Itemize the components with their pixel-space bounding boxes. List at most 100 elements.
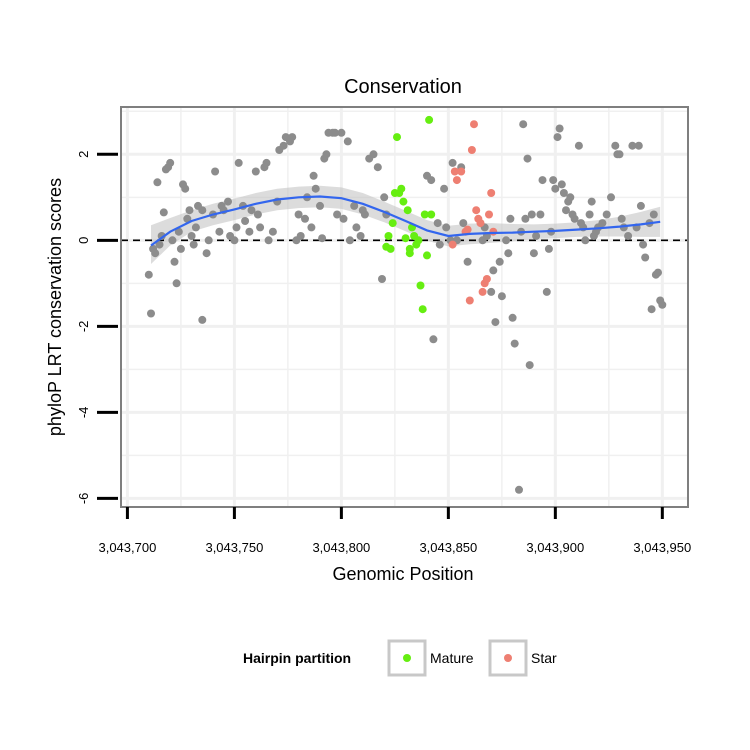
data-point-other (551, 184, 560, 193)
data-point-other (345, 236, 354, 245)
y-tick-label: -2 (76, 321, 91, 333)
data-point-other (508, 313, 517, 322)
data-point-other (527, 210, 536, 219)
legend-key-mature (403, 654, 411, 662)
data-point-other (202, 249, 211, 258)
data-point-other (607, 193, 615, 202)
data-point-other (440, 184, 449, 193)
data-points (144, 115, 667, 494)
data-point-other (183, 214, 192, 223)
data-point-other (581, 236, 590, 245)
data-point-star (448, 240, 457, 249)
data-point-other (504, 249, 513, 258)
data-point-other (570, 214, 579, 223)
data-point-mature (397, 184, 406, 193)
data-point-other (337, 128, 346, 137)
data-point-other (350, 201, 359, 210)
data-point-other (181, 184, 190, 193)
data-point-other (574, 141, 583, 150)
data-point-other (294, 210, 303, 219)
y-tick-label: -4 (76, 407, 91, 419)
data-point-other (380, 193, 389, 202)
data-point-other (251, 167, 260, 176)
data-point-other (510, 339, 519, 348)
data-point-other (429, 335, 438, 344)
x-tick-label: 3,043,850 (419, 540, 477, 555)
data-point-other (264, 236, 273, 245)
data-point-other (435, 240, 444, 249)
y-tick-label: -6 (76, 493, 91, 505)
data-point-other (515, 485, 523, 494)
data-point-other (168, 236, 177, 245)
data-point-other (549, 176, 558, 185)
data-point-other (562, 206, 570, 215)
data-point-other (245, 227, 254, 236)
data-point-mature (420, 210, 429, 219)
data-point-other (502, 236, 511, 245)
data-point-star (450, 167, 459, 176)
data-point-other (159, 208, 168, 217)
legend-entry-mature: Mature (387, 639, 474, 677)
data-point-other (615, 150, 624, 159)
data-point-mature (405, 244, 414, 253)
data-point-other (544, 244, 553, 253)
data-point-other (198, 315, 207, 324)
data-point-other (442, 223, 451, 232)
data-point-star (467, 146, 476, 154)
data-point-other (598, 219, 607, 228)
data-point-other (322, 150, 331, 159)
data-point-other (602, 210, 611, 219)
data-point-other (198, 206, 207, 215)
data-point-other (307, 223, 316, 232)
data-point-other (211, 167, 220, 176)
data-point-other (356, 232, 365, 240)
data-point-mature (427, 210, 436, 219)
data-point-other (311, 184, 320, 193)
x-tick-label: 3,043,800 (312, 540, 370, 555)
data-point-star (463, 225, 472, 234)
data-point-other (497, 292, 506, 301)
legend-title: Hairpin partition (243, 650, 351, 666)
data-point-other (536, 210, 545, 219)
data-point-star (489, 227, 498, 236)
legend: Hairpin partition Mature Star (243, 639, 557, 677)
data-point-other (185, 206, 194, 215)
data-point-star (472, 206, 481, 215)
plot-panel (120, 106, 689, 508)
data-point-other (611, 141, 620, 150)
data-point-other (176, 244, 185, 253)
data-point-other (268, 227, 277, 236)
data-point-other (230, 236, 239, 245)
data-point-mature (403, 206, 412, 215)
data-point-other (624, 232, 633, 240)
data-point-other (262, 158, 271, 167)
data-point-mature (384, 232, 393, 240)
data-point-star (482, 275, 491, 283)
data-point-other (641, 253, 650, 262)
data-point-other (331, 128, 339, 137)
plot-frame (120, 106, 689, 508)
y-axis: -6 -4 -2 0 2 (76, 151, 118, 504)
data-point-other (166, 158, 175, 167)
data-point-other (373, 163, 382, 172)
data-point-other (247, 206, 256, 215)
data-point-other (204, 236, 213, 245)
data-point-star (478, 287, 487, 296)
data-point-other (487, 287, 496, 296)
data-point-other (557, 180, 566, 189)
y-tick-label: 2 (76, 151, 91, 158)
data-point-other (433, 219, 442, 228)
data-point-other (296, 232, 305, 240)
data-point-other (360, 210, 369, 219)
data-point-star (485, 210, 493, 219)
data-point-other (634, 141, 643, 150)
smooth-trend-line (150, 195, 661, 247)
data-point-other (191, 223, 200, 232)
data-point-other (174, 227, 183, 236)
data-point-other (506, 214, 515, 223)
data-point-other (463, 257, 472, 266)
data-point-other (495, 257, 504, 266)
data-point-other (529, 249, 538, 258)
data-point-other (187, 232, 196, 240)
data-point-star (457, 167, 466, 176)
